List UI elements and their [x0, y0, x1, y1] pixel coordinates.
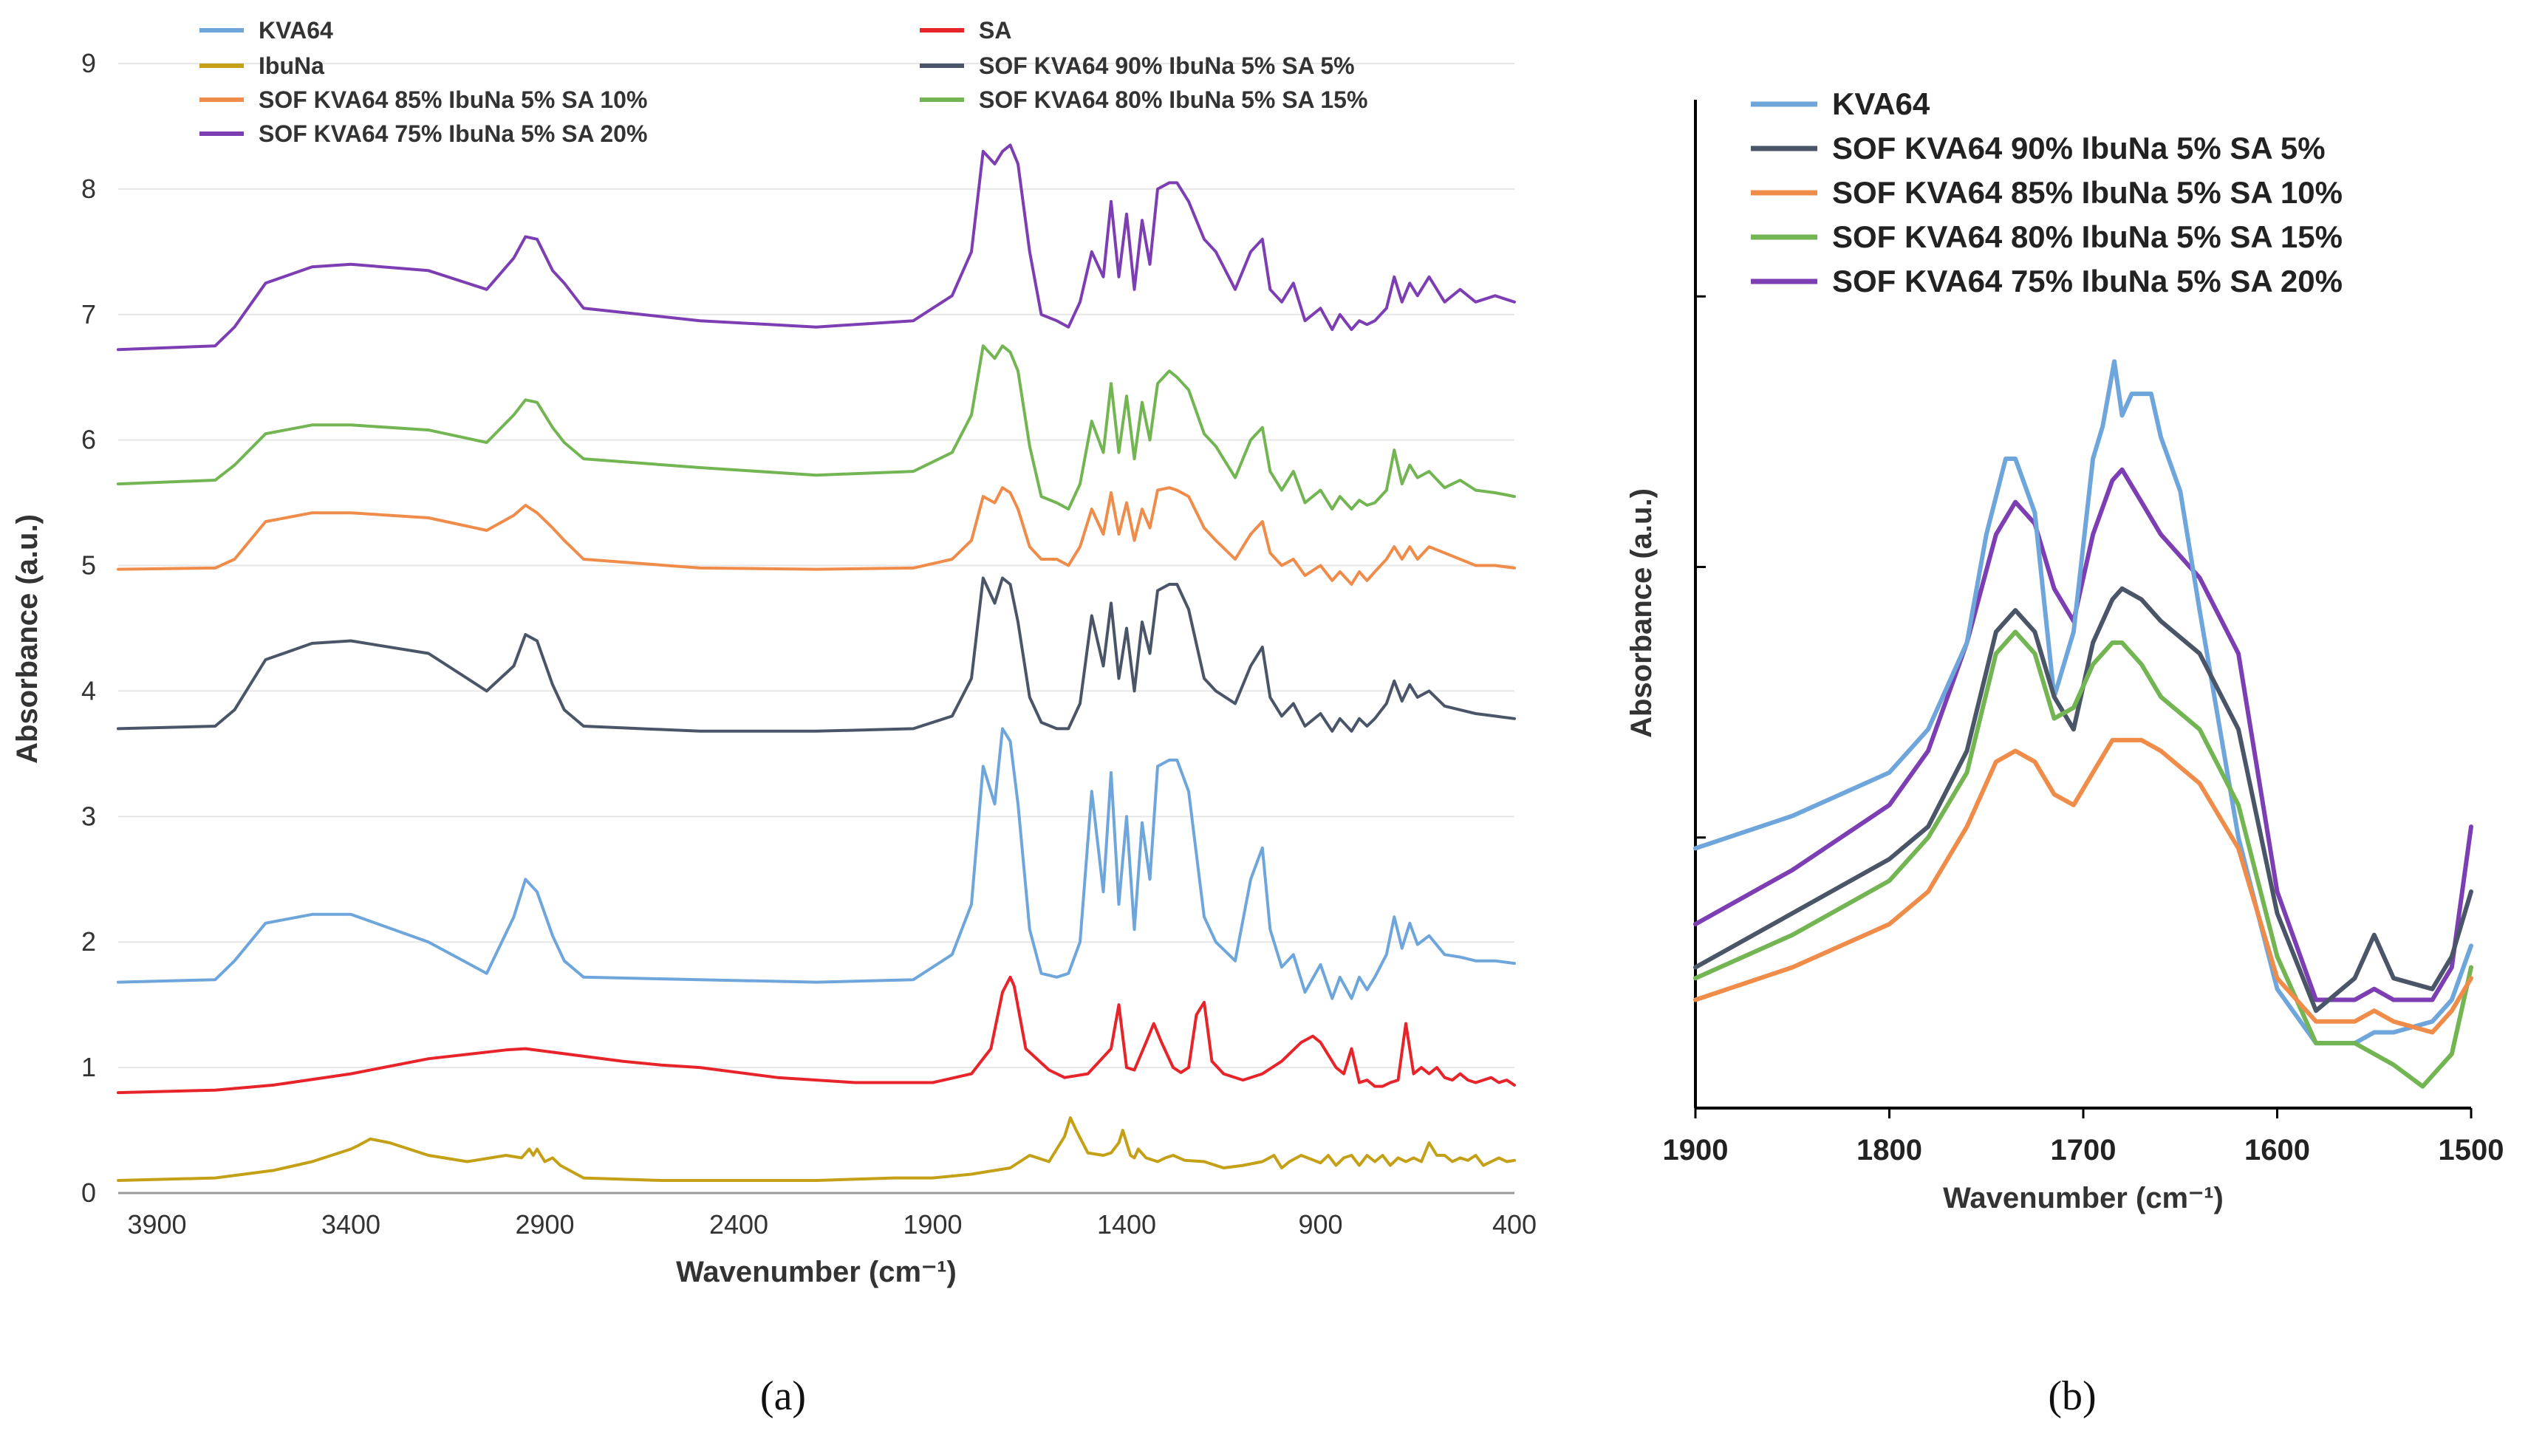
panel-b-ylabel: Absorbance (a.u.)	[1625, 488, 1658, 738]
panel-a-chart: 3900 3400 2900 2400 1900 1400 900 400 0 1 2 3 4 5 6 7 8…	[11, 17, 1537, 1419]
panel-b-chart: 1900 1800 1700 1600 1500 Wavenumber (cm⁻¹) A…	[1625, 86, 2504, 1419]
panel-a-ylabel: Absorbance (a.u.)	[11, 514, 44, 764]
a-ytick-label-4: 4	[81, 675, 96, 705]
a-ytick-label-3: 3	[81, 801, 96, 831]
b-legend-label-sof-kva64-85-ibuna-5-sa-10: SOF KVA64 85% IbuNa 5% SA 10%	[1832, 175, 2343, 210]
b-xtick-label-1900: 1900	[1663, 1134, 1729, 1166]
b-legend-label-sof-kva64-80-ibuna-5-sa-15: SOF KVA64 80% IbuNa 5% SA 15%	[1832, 219, 2343, 254]
b-legend-label-sof-kva64-90-ibuna-5-sa-5: SOF KVA64 90% IbuNa 5% SA 5%	[1832, 131, 2326, 165]
a-series-line-sof-kva64-90-ibuna-5-sa-5	[117, 576, 1516, 733]
a-xtick-label-900: 900	[1298, 1209, 1342, 1240]
a-ytick-label-8: 8	[81, 174, 96, 204]
a-legend-label-sof-kva64-75-ibuna-5-sa-20: SOF KVA64 75% IbuNa 5% SA 20%	[259, 120, 647, 147]
a-xtick-label-2400: 2400	[709, 1209, 768, 1240]
a-legend-label-sof-kva64-90-ibuna-5-sa-5: SOF KVA64 90% IbuNa 5% SA 5%	[979, 52, 1355, 79]
a-xtick-label-1900: 1900	[903, 1209, 962, 1240]
a-legend-label-sof-kva64-85-ibuna-5-sa-10: SOF KVA64 85% IbuNa 5% SA 10%	[259, 86, 647, 113]
a-series-line-ibuna	[117, 1116, 1516, 1182]
a-xtick-label-3900: 3900	[127, 1209, 186, 1240]
a-ytick-label-0: 0	[81, 1178, 96, 1208]
a-legend-label-sa: SA	[979, 17, 1011, 44]
b-legend-label-sof-kva64-75-ibuna-5-sa-20: SOF KVA64 75% IbuNa 5% SA 20%	[1832, 264, 2343, 298]
panel-b-caption: (b)	[2048, 1373, 2096, 1419]
a-ytick-label-7: 7	[81, 299, 96, 329]
a-xtick-label-1400: 1400	[1097, 1209, 1156, 1240]
b-xtick-label-1500: 1500	[2439, 1134, 2504, 1166]
b-series-line-kva64	[1693, 359, 2473, 1046]
b-xtick-label-1800: 1800	[1856, 1134, 1922, 1166]
a-series-line-sa	[117, 975, 1516, 1095]
a-legend-label-ibuna: IbuNa	[259, 52, 324, 79]
panel-a-xlabel: Wavenumber (cm⁻¹)	[676, 1256, 957, 1288]
a-ytick-label-9: 9	[81, 48, 96, 78]
a-xtick-label-3400: 3400	[321, 1209, 380, 1240]
a-ytick-label-1: 1	[81, 1052, 96, 1082]
a-series-line-sof-kva64-80-ibuna-5-sa-15	[117, 344, 1516, 511]
a-xtick-label-400: 400	[1492, 1209, 1537, 1240]
a-ytick-label-6: 6	[81, 425, 96, 455]
b-series-line-sof-kva64-85-ibuna-5-sa-10	[1693, 737, 2473, 1035]
a-ytick-label-2: 2	[81, 926, 96, 957]
a-legend-label-kva64: KVA64	[259, 17, 333, 44]
panel-a-caption: (a)	[760, 1373, 806, 1419]
a-series-line-sof-kva64-75-ibuna-5-sa-20	[117, 143, 1516, 352]
b-xtick-label-1600: 1600	[2244, 1134, 2310, 1166]
panel-b-xlabel: Wavenumber (cm⁻¹)	[1943, 1182, 2224, 1214]
a-legend-label-sof-kva64-80-ibuna-5-sa-15: SOF KVA64 80% IbuNa 5% SA 15%	[979, 86, 1367, 113]
b-series-line-sof-kva64-90-ibuna-5-sa-5	[1693, 586, 2473, 1014]
a-series-line-sof-kva64-85-ibuna-5-sa-10	[117, 486, 1516, 586]
b-series-line-sof-kva64-80-ibuna-5-sa-15	[1693, 629, 2473, 1089]
a-ytick-label-5: 5	[81, 550, 96, 581]
a-series-line-kva64	[117, 727, 1516, 1000]
b-xtick-label-1700: 1700	[2051, 1134, 2117, 1166]
b-legend-label-kva64: KVA64	[1832, 86, 1930, 121]
a-xtick-label-2900: 2900	[515, 1209, 574, 1240]
